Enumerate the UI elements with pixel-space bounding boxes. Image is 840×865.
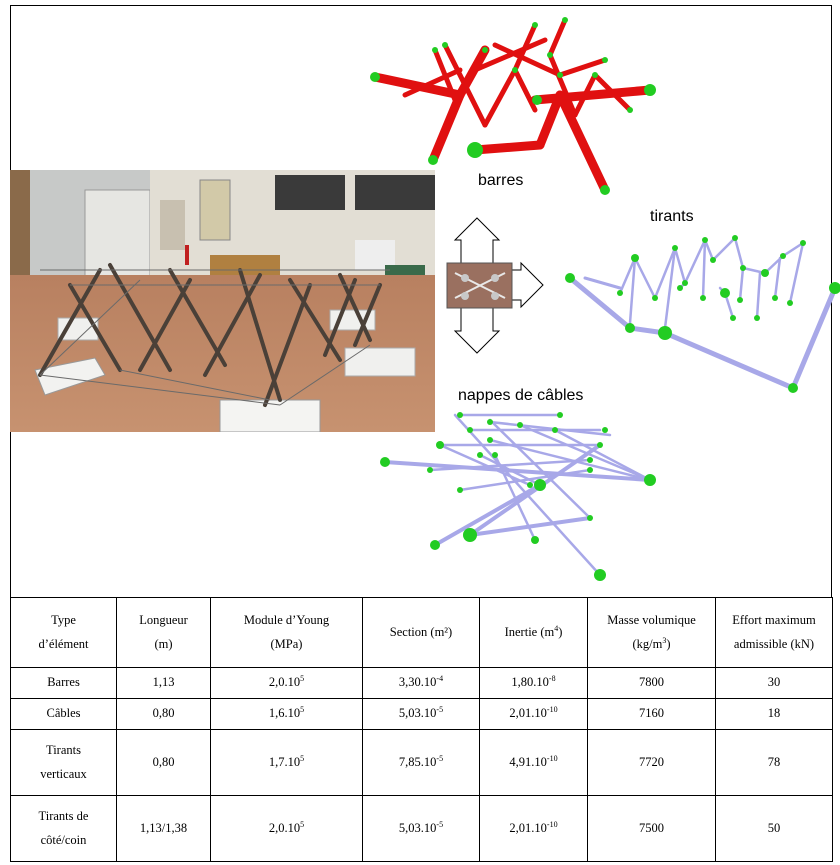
cell-effort: 50 <box>715 795 833 862</box>
photo-illustration <box>10 170 435 432</box>
cell-length: 1,13 <box>116 667 211 699</box>
table-row: Tirants verticaux 0,80 1,7.105 7,85.10-5 … <box>10 729 833 796</box>
cell-density: 7160 <box>587 698 716 730</box>
cell-young: 2,0.105 <box>210 795 363 862</box>
cell-section: 7,85.10-5 <box>362 729 480 796</box>
cell-section: 5,03.10-5 <box>362 698 480 730</box>
cell-length: 0,80 <box>116 698 211 730</box>
label-tirants: tirants <box>650 208 694 225</box>
cell-length: 1,13/1,38 <box>116 795 211 862</box>
prototype-photo <box>10 170 435 432</box>
cell-inertia: 4,91.10-10 <box>479 729 588 796</box>
cell-young: 2,0.105 <box>210 667 363 699</box>
table-row: Câbles 0,80 1,6.105 5,03.10-5 2,01.10-10… <box>10 698 833 730</box>
cell-section: 5,03.10-5 <box>362 795 480 862</box>
header-length: Longueur (m) <box>116 597 211 668</box>
cell-effort: 78 <box>715 729 833 796</box>
header-young-modulus: Module d’Young (MPa) <box>210 597 363 668</box>
cell-type: Tirants verticaux <box>10 729 117 796</box>
cell-inertia: 1,80.10-8 <box>479 667 588 699</box>
cell-inertia: 2,01.10-10 <box>479 795 588 862</box>
label-barres: barres <box>478 172 524 189</box>
cell-effort: 30 <box>715 667 833 699</box>
element-properties-table: Type d’élément Longueur (m) Module d’Young… <box>10 597 833 862</box>
cable-nets-model <box>380 412 656 581</box>
cell-section: 3,30.10-4 <box>362 667 480 699</box>
bars-model <box>370 17 656 195</box>
cell-inertia: 2,01.10-10 <box>479 698 588 730</box>
header-inertia: Inertie (m4) <box>479 597 588 668</box>
cell-type: Câbles <box>10 698 117 730</box>
cell-type: Tirants de côté/coin <box>10 795 117 862</box>
cell-effort: 18 <box>715 698 833 730</box>
header-type: Type d’élément <box>10 597 117 668</box>
cell-length: 0,80 <box>116 729 211 796</box>
cell-density: 7800 <box>587 667 716 699</box>
header-density: Masse volumique (kg/m3) <box>587 597 716 668</box>
cell-type: Barres <box>10 667 117 699</box>
header-section: Section (m²) <box>362 597 480 668</box>
table-row: Barres 1,13 2,0.105 3,30.10-4 1,80.10-8 … <box>10 667 833 699</box>
decomposition-arrows <box>446 217 544 354</box>
header-max-effort: Effort maximum admissible (kN) <box>715 597 833 668</box>
table-row: Tirants de côté/coin 1,13/1,38 2,0.105 5,… <box>10 795 833 862</box>
cell-density: 7500 <box>587 795 716 862</box>
table-header-row: Type d’élément Longueur (m) Module d’Young… <box>10 597 833 668</box>
cell-young: 1,6.105 <box>210 698 363 730</box>
cell-density: 7720 <box>587 729 716 796</box>
ties-model <box>565 235 840 393</box>
label-nappes: nappes de câbles <box>458 387 584 404</box>
cell-young: 1,7.105 <box>210 729 363 796</box>
